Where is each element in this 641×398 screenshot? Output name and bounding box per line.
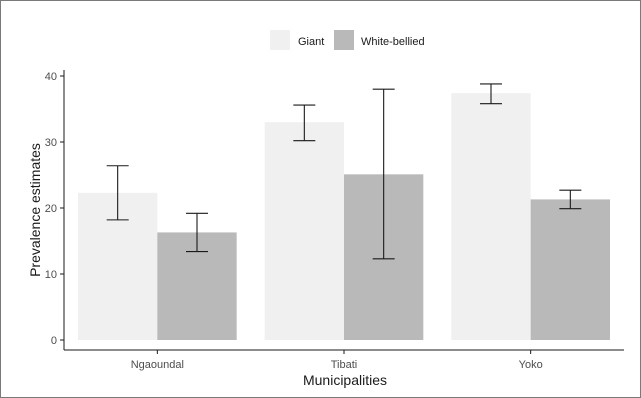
- x-tick-label-ngaoundal: Ngaoundal: [131, 359, 184, 371]
- error-bar-white-bellied-yoko: [559, 189, 582, 210]
- error-bar-white-bellied-ngaoundal: [186, 212, 208, 253]
- x-tick-label-tibati: Tibati: [331, 359, 358, 371]
- x-tick-label-yoko: Yoko: [519, 359, 543, 371]
- bar-giant-tibati: [264, 122, 344, 340]
- y-tick-label-40: 40: [45, 71, 57, 83]
- y-axis-title: Prevalence estimates: [27, 143, 43, 277]
- bar-white-bellied-yoko: [530, 199, 610, 340]
- legend-label-white-bellied: White-bellied: [361, 36, 425, 48]
- legend-swatch-white-bellied: [334, 30, 354, 50]
- y-tick-label-20: 20: [45, 203, 57, 215]
- error-bar-white-bellied-tibati: [372, 88, 395, 260]
- error-bar-giant-ngaoundal: [106, 165, 129, 221]
- legend: Giant White-bellied: [270, 30, 425, 50]
- legend-swatch-giant: [270, 30, 290, 50]
- y-tick-label-30: 30: [45, 137, 57, 149]
- error-bar-giant-tibati: [293, 104, 316, 142]
- legend-label-giant: Giant: [298, 36, 324, 48]
- error-bar-giant-yoko: [480, 83, 502, 105]
- y-tick-label-0: 0: [51, 335, 57, 347]
- bar-giant-yoko: [451, 93, 531, 340]
- x-axis-title: Municipalities: [303, 372, 387, 388]
- y-tick-label-10: 10: [45, 269, 57, 281]
